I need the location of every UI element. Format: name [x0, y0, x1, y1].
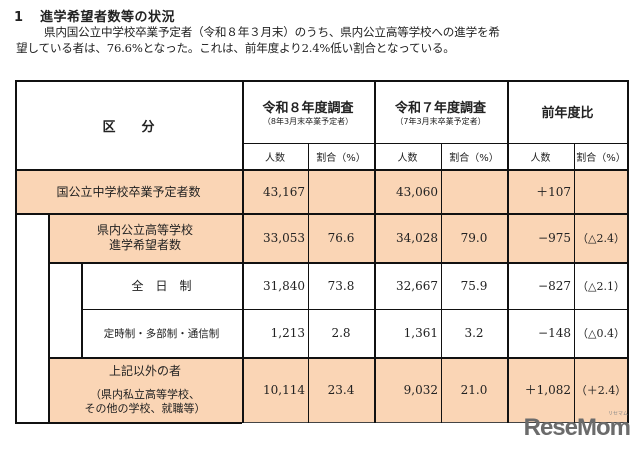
section-number: 1 [14, 10, 24, 25]
table-cell [574, 170, 628, 213]
subheader-ratio: 割合（%） [308, 143, 374, 170]
table-cell: −975 [507, 213, 574, 262]
table-cell: 31,840 [242, 262, 308, 309]
row-label-parttime: 定時制・多部制・通信制 [81, 309, 242, 357]
table-border [242, 143, 628, 144]
table-border [242, 80, 244, 423]
table-cell: （△2.1） [574, 262, 628, 309]
col-group-r8-title: 令和８年度調査 [262, 100, 354, 116]
table-border [15, 422, 242, 424]
table-cell [308, 170, 374, 213]
table-border [308, 143, 309, 423]
resemom-logo: リセマム ReseMom [523, 411, 631, 442]
table-border [15, 213, 628, 215]
table-cell: 32,667 [374, 262, 441, 309]
table-cell [441, 170, 507, 213]
table-cell: −148 [507, 309, 574, 357]
table-border [374, 80, 376, 423]
subheader-ratio: 割合（%） [574, 143, 628, 170]
row-label-fulltime: 全 日 制 [81, 262, 242, 309]
table-cell: 43,167 [242, 170, 308, 213]
table-cell: 73.8 [308, 262, 374, 309]
category-header-text: 区 分 [102, 119, 155, 135]
table-cell: −827 [507, 262, 574, 309]
row-label-line: （県内私立高等学校、 [90, 387, 200, 401]
table-border [48, 213, 50, 423]
table-cell: 21.0 [441, 357, 507, 422]
table-border [242, 422, 628, 423]
col-group-diff-title: 前年度比 [541, 106, 594, 121]
row-label-line: 上記以外の者 [108, 363, 181, 378]
table-cell: （＋2.4） [574, 357, 628, 422]
row-label-others: 上記以外の者 （県内私立高等学校、 その他の学校、就職等） [48, 357, 242, 422]
row-label-line: その他の学校、就職等） [84, 401, 206, 415]
subheader-ratio: 割合（%） [441, 143, 507, 170]
table-border [15, 80, 628, 82]
col-group-r7: 令和７年度調査 （7年3月末卒業予定者） [374, 80, 507, 143]
table-cell: 79.0 [441, 213, 507, 262]
table-cell: ＋107 [507, 170, 574, 213]
col-group-r7-title: 令和７年度調査 [394, 100, 486, 116]
section-heading: 1 進学希望者数等の状況 [14, 6, 175, 25]
table-border [81, 262, 83, 358]
subheader-count: 人数 [374, 143, 441, 170]
table-border [81, 309, 628, 310]
table-cell: 1,213 [242, 309, 308, 357]
table-cell: 75.9 [441, 262, 507, 309]
table-border [441, 143, 442, 423]
table-cell: 2.8 [308, 309, 374, 357]
table-border [507, 80, 509, 423]
table-cell: 10,114 [242, 357, 308, 422]
table-cell: 76.6 [308, 213, 374, 262]
category-header: 区 分 [15, 80, 242, 170]
subheader-count: 人数 [507, 143, 574, 170]
table-cell: 33,053 [242, 213, 308, 262]
table-border [15, 80, 17, 423]
table-border [48, 357, 628, 359]
table-border [48, 262, 628, 264]
table-cell: ＋1,082 [507, 357, 574, 422]
table-cell: 23.4 [308, 357, 374, 422]
table-cell: （△2.4） [574, 213, 628, 262]
row-label-applicants: 県内公立高等学校 進学希望者数 [48, 213, 242, 262]
col-group-diff: 前年度比 [507, 80, 628, 143]
indent-spacer [48, 262, 81, 357]
table-border [15, 169, 628, 171]
row-label-line: 県内公立高等学校 [96, 222, 193, 237]
row-label-line: 進学希望者数 [108, 237, 181, 252]
table-cell: 43,060 [374, 170, 441, 213]
table-cell: 1,361 [374, 309, 441, 357]
indent-spacer [15, 213, 48, 422]
subheader-count: 人数 [242, 143, 308, 170]
table-cell: 9,032 [374, 357, 441, 422]
table-cell: 34,028 [374, 213, 441, 262]
row-label-graduates: 国公立中学校卒業予定者数 [15, 170, 242, 213]
paragraph-line-1: 県内国公立中学校卒業予定者（令和８年３月末）のうち、県内公立高等学校への進学を希 [44, 25, 500, 39]
col-group-r8: 令和８年度調査 （8年3月末卒業予定者） [242, 80, 374, 143]
paragraph-line-2: 望している者は、76.6%となった。これは、前年度より2.4%低い割合となってい… [16, 41, 455, 55]
col-group-r8-subtitle: （8年3月末卒業予定者） [262, 116, 354, 126]
summary-paragraph: 県内国公立中学校卒業予定者（令和８年３月末）のうち、県内公立高等学校への進学を希… [16, 24, 626, 56]
col-group-r7-subtitle: （7年3月末卒業予定者） [395, 116, 486, 126]
table-border [627, 80, 629, 423]
table-cell: （△0.4） [574, 309, 628, 357]
table-cell: 3.2 [441, 309, 507, 357]
section-title: 進学希望者数等の状況 [40, 10, 176, 25]
logo-text: ReseMom [523, 414, 631, 441]
logo-kana: リセマム [607, 411, 628, 417]
table-border [574, 143, 575, 423]
